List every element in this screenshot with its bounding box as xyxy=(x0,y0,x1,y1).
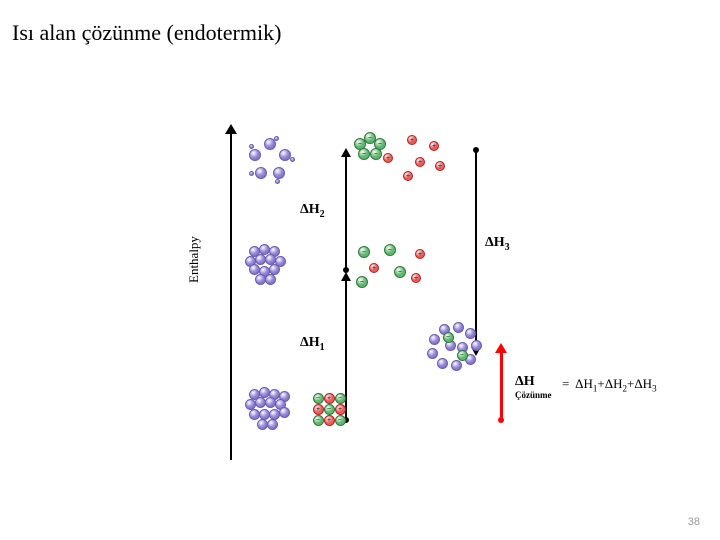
y-axis xyxy=(230,130,232,460)
page-title: Isı alan çözünme (endotermik) xyxy=(12,20,281,46)
y-axis-arrowhead xyxy=(225,124,237,134)
arrow-dh2 xyxy=(345,154,347,270)
enthalpy-diagram: Enthalpy ΔH1 ΔH2 ΔH3 ΔH Çözünme = ΔH1+ΔH… xyxy=(170,130,670,460)
page-number: 38 xyxy=(688,516,700,528)
equation-rhs: = ΔH1+ΔH2+ΔH3 xyxy=(562,376,657,394)
y-axis-label: Enthalpy xyxy=(186,236,202,283)
label-dh2: ΔH2 xyxy=(300,202,325,220)
label-dh3: ΔH3 xyxy=(485,235,510,253)
arrow-dh3 xyxy=(475,150,477,350)
cluster-solvent-separated xyxy=(248,138,292,182)
arrow-dissolution xyxy=(500,350,503,420)
label-cozunme-subscript: Çözünme xyxy=(515,390,552,400)
label-dh-cozunme: ΔH xyxy=(515,374,535,390)
label-dh1: ΔH1 xyxy=(300,335,325,353)
